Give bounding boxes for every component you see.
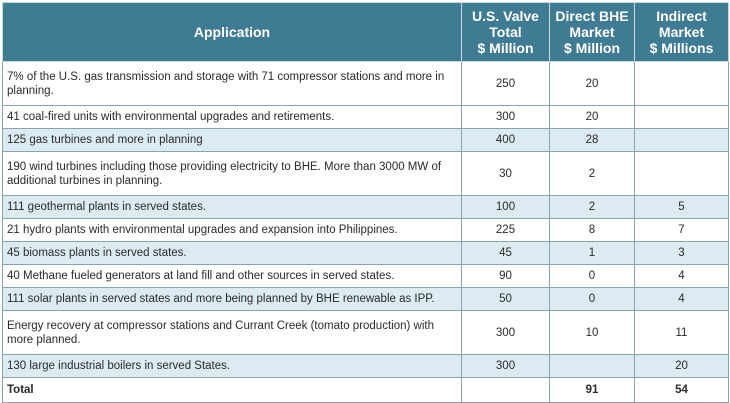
application-cell: 111 geothermal plants in served states.: [2, 195, 462, 219]
table-row: 7% of the U.S. gas transmission and stor…: [2, 61, 729, 106]
indirect-cell: 11: [634, 310, 729, 355]
total-indirect: 54: [634, 377, 729, 403]
indirect-cell: [634, 61, 729, 106]
header-direct-bhe-line1: Direct BHE: [555, 8, 629, 24]
table-row: 111 solar plants in served states and mo…: [2, 287, 729, 311]
us-valve-total-cell: 45: [461, 241, 550, 265]
header-indirect-line3: $ Millions: [649, 40, 714, 56]
application-cell: 7% of the U.S. gas transmission and stor…: [2, 61, 462, 106]
total-label: Total: [2, 377, 462, 403]
table-row: 21 hydro plants with environmental upgra…: [2, 218, 729, 242]
direct-bhe-cell: 20: [549, 61, 635, 106]
application-cell: Energy recovery at compressor stations a…: [2, 310, 462, 355]
header-direct-bhe: Direct BHE Market $ Million: [549, 2, 635, 62]
indirect-cell: 4: [634, 287, 729, 311]
table-row: 40 Methane fueled generators at land fil…: [2, 264, 729, 288]
total-us-valve-total: [461, 377, 550, 403]
application-cell: 125 gas turbines and more in planning: [2, 128, 462, 152]
us-valve-total-cell: 300: [461, 105, 550, 129]
header-direct-bhe-line3: $ Million: [564, 40, 620, 56]
total-row: Total 91 54: [2, 377, 729, 403]
direct-bhe-cell: 20: [549, 105, 635, 129]
application-cell: 41 coal-fired units with environmental u…: [2, 105, 462, 129]
header-indirect-line2: Market: [658, 24, 705, 40]
us-valve-total-cell: 225: [461, 218, 550, 242]
table-row: 130 large industrial boilers in served S…: [2, 354, 729, 378]
table-row: 111 geothermal plants in served states. …: [2, 195, 729, 219]
us-valve-total-cell: 300: [461, 310, 550, 355]
us-valve-total-cell: 30: [461, 151, 550, 196]
us-valve-total-cell: 400: [461, 128, 550, 152]
header-us-valve-total-line3: $ Million: [477, 40, 534, 56]
header-row: Application U.S. Valve Total $ Million D…: [2, 2, 729, 62]
indirect-cell: 3: [634, 241, 729, 265]
indirect-cell: 4: [634, 264, 729, 288]
us-valve-total-cell: 50: [461, 287, 550, 311]
header-application: Application: [2, 2, 462, 62]
application-cell: 111 solar plants in served states and mo…: [2, 287, 462, 311]
indirect-cell: 7: [634, 218, 729, 242]
header-us-valve-total-line2: Total: [489, 24, 522, 40]
table-row: 125 gas turbines and more in planning 40…: [2, 128, 729, 152]
header-us-valve-total: U.S. Valve Total $ Million: [461, 2, 550, 62]
application-cell: 21 hydro plants with environmental upgra…: [2, 218, 462, 242]
indirect-cell: 5: [634, 195, 729, 219]
direct-bhe-cell: 1: [549, 241, 635, 265]
application-cell: 40 Methane fueled generators at land fil…: [2, 264, 462, 288]
header-direct-bhe-line2: Market: [569, 24, 615, 40]
indirect-cell: [634, 151, 729, 196]
us-valve-total-cell: 100: [461, 195, 550, 219]
table-row: 190 wind turbines including those provid…: [2, 151, 729, 196]
direct-bhe-cell: 2: [549, 195, 635, 219]
table-row: 41 coal-fired units with environmental u…: [2, 105, 729, 129]
us-valve-total-cell: 90: [461, 264, 550, 288]
direct-bhe-cell: 2: [549, 151, 635, 196]
table-row: Energy recovery at compressor stations a…: [2, 310, 729, 355]
indirect-cell: [634, 105, 729, 129]
header-indirect-line1: Indirect: [656, 8, 707, 24]
us-valve-total-cell: 250: [461, 61, 550, 106]
table-row: 45 biomass plants in served states. 45 1…: [2, 241, 729, 265]
direct-bhe-cell: 28: [549, 128, 635, 152]
application-cell: 45 biomass plants in served states.: [2, 241, 462, 265]
application-cell: 190 wind turbines including those provid…: [2, 151, 462, 196]
direct-bhe-cell: 8: [549, 218, 635, 242]
direct-bhe-cell: 0: [549, 287, 635, 311]
total-direct-bhe: 91: [549, 377, 635, 403]
us-valve-total-cell: 300: [461, 354, 550, 378]
application-cell: 130 large industrial boilers in served S…: [2, 354, 462, 378]
header-us-valve-total-line1: U.S. Valve: [472, 8, 539, 24]
indirect-cell: 20: [634, 354, 729, 378]
direct-bhe-cell: [549, 354, 635, 378]
indirect-cell: [634, 128, 729, 152]
header-indirect: Indirect Market $ Millions: [634, 2, 729, 62]
direct-bhe-cell: 0: [549, 264, 635, 288]
direct-bhe-cell: 10: [549, 310, 635, 355]
